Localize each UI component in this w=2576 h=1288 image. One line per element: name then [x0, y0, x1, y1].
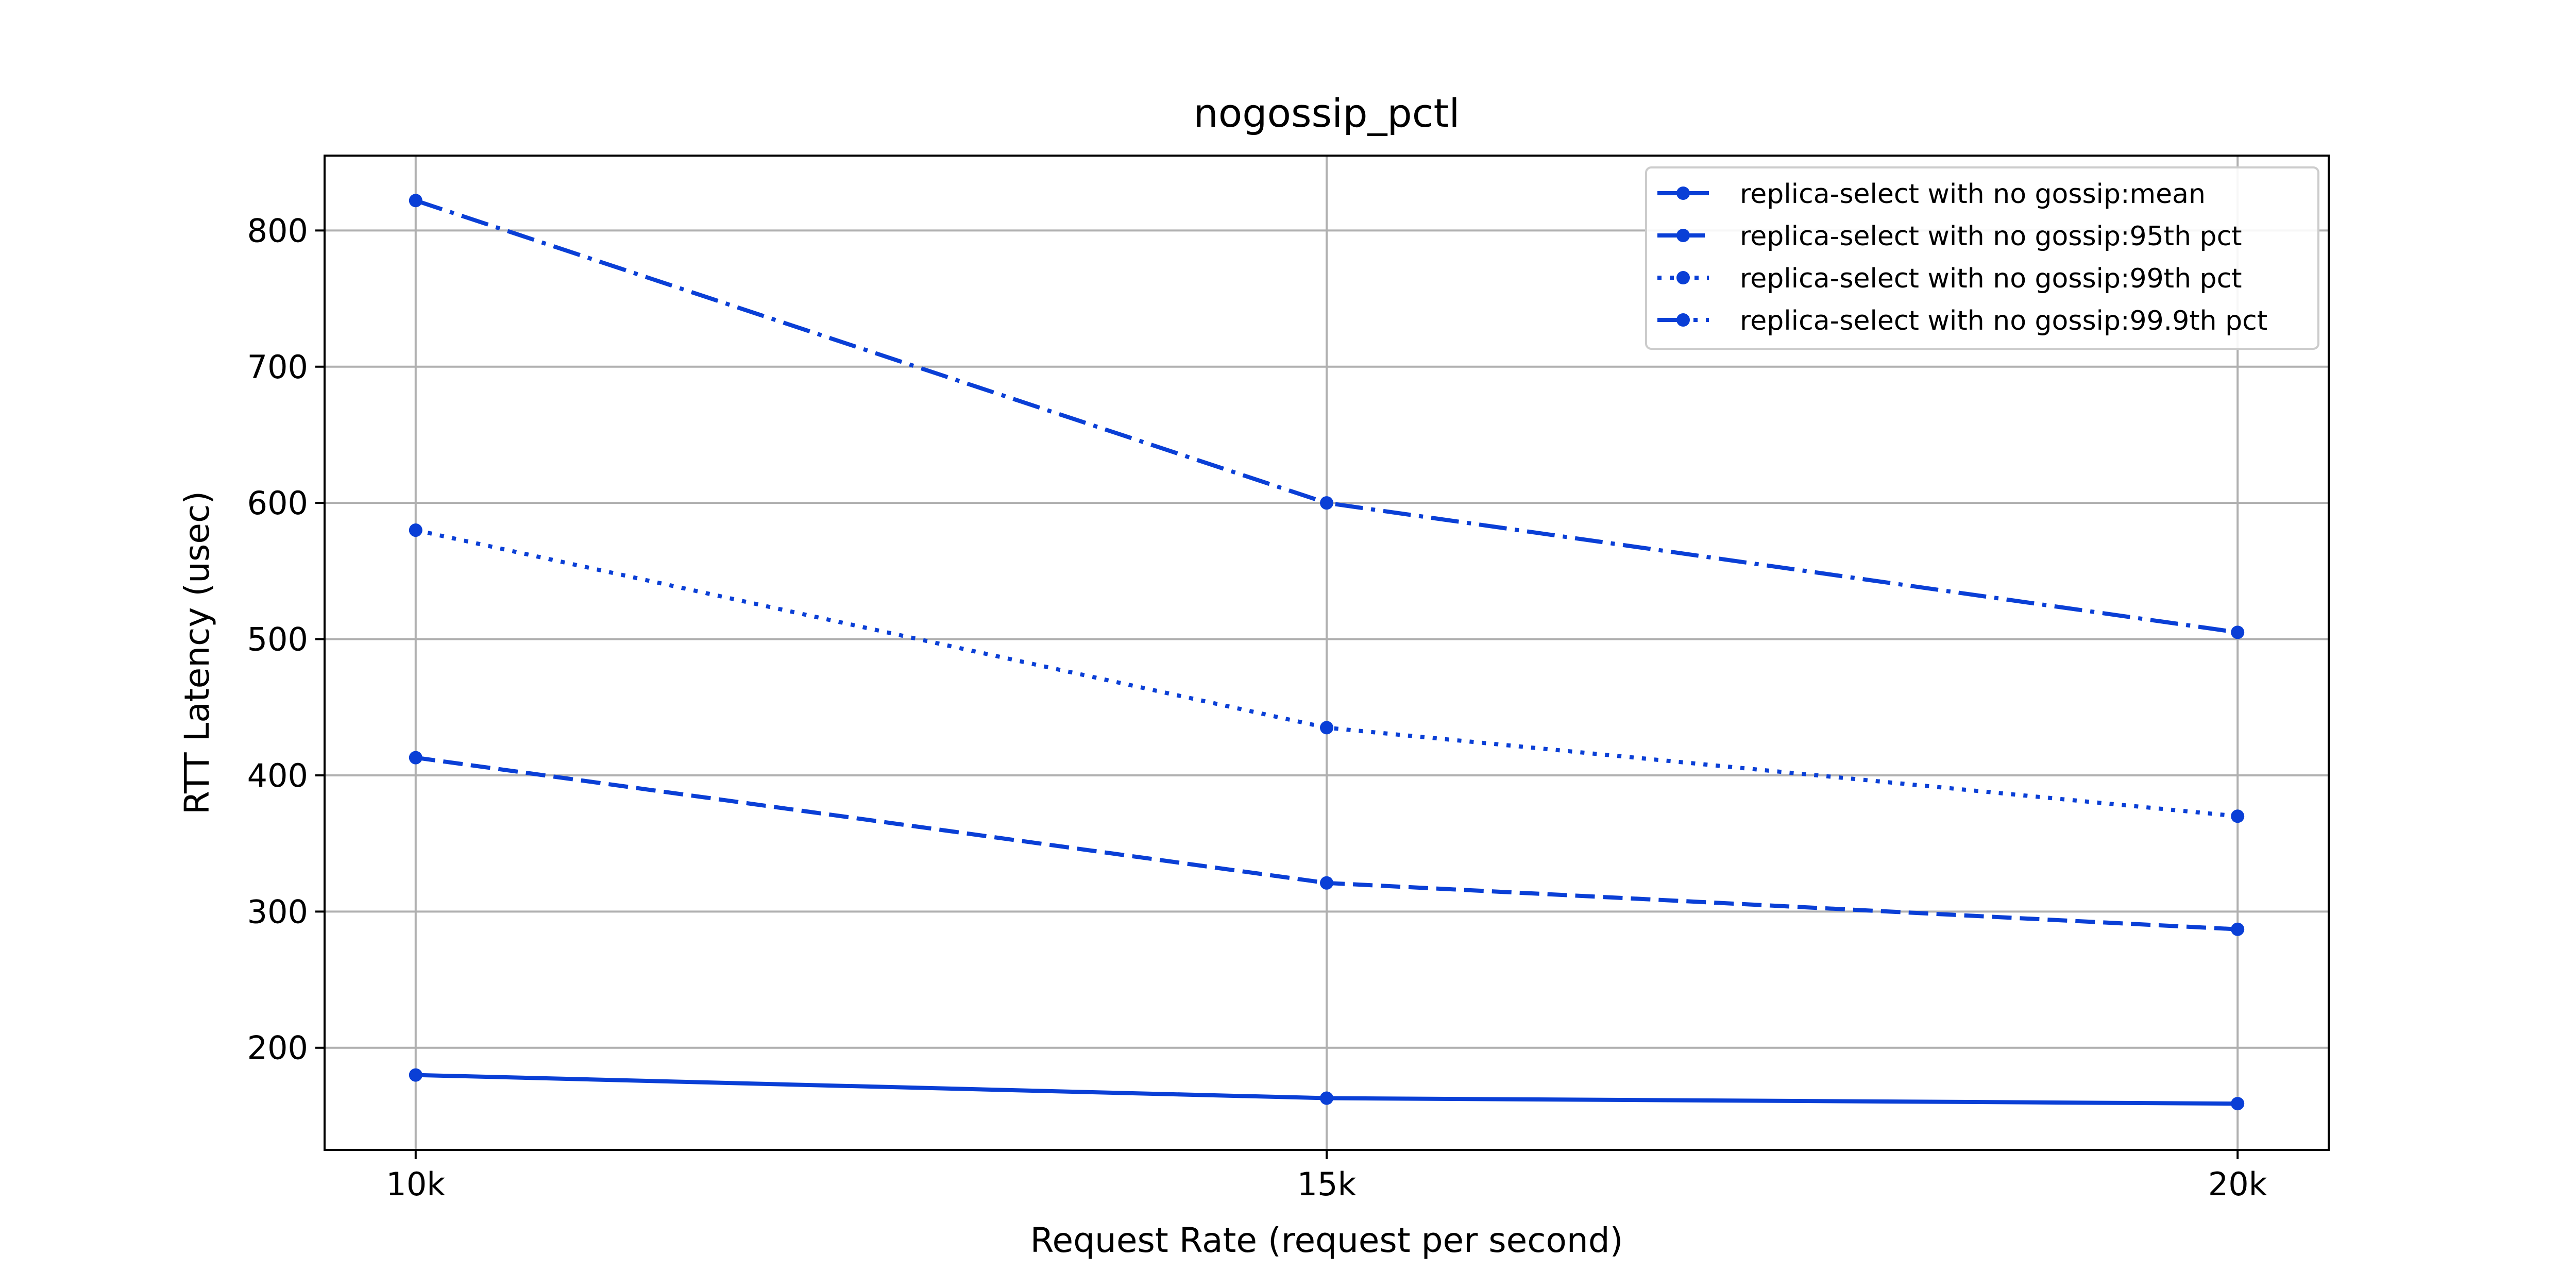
y-tick-label: 400	[247, 757, 308, 794]
x-tick-label: 20k	[2208, 1165, 2267, 1203]
legend-label-0: replica-select with no gossip:mean	[1740, 179, 2206, 210]
legend-label-1: replica-select with no gossip:95th pct	[1740, 221, 2242, 252]
series-lines	[409, 194, 2245, 1111]
legend-marker	[1676, 313, 1690, 327]
data-point	[409, 1068, 422, 1082]
y-tick-label: 300	[247, 893, 308, 930]
y-axis-label: RTT Latency (usec)	[177, 491, 217, 815]
y-tick-label: 700	[247, 348, 308, 386]
data-point	[2231, 922, 2245, 936]
y-tick-label: 200	[247, 1029, 308, 1067]
x-tick-label: 15k	[1297, 1165, 1357, 1203]
data-point	[409, 523, 422, 537]
data-point	[1320, 721, 1333, 735]
legend-box	[1645, 166, 2319, 350]
data-point	[409, 751, 422, 765]
data-point	[409, 194, 422, 208]
axis-ticks: 200 300 400 500 600 700 800 10k 15k 20k	[247, 212, 2267, 1203]
x-axis-label: Request Rate (request per second)	[1030, 1221, 1623, 1260]
data-point	[1320, 876, 1333, 890]
legend-marker	[1676, 271, 1690, 284]
y-tick-label: 600	[247, 484, 308, 522]
legend-marker	[1676, 229, 1690, 242]
legend-marker	[1676, 187, 1690, 200]
x-tick-label: 10k	[386, 1165, 445, 1203]
data-point	[1320, 496, 1333, 510]
data-point	[1320, 1091, 1333, 1105]
data-point	[2231, 1097, 2245, 1111]
y-tick-label: 800	[247, 212, 308, 249]
y-tick-label: 500	[247, 621, 308, 658]
series-line-2	[415, 528, 2238, 819]
data-point	[2231, 625, 2245, 639]
data-point	[2231, 809, 2245, 823]
chart-title: nogossip_pctl	[1194, 90, 1460, 136]
legend-label-3: replica-select with no gossip:99.9th pct	[1740, 306, 2267, 336]
legend-label-2: replica-select with no gossip:99th pct	[1740, 263, 2242, 294]
legend: replica-select with no gossip:mean replic…	[1645, 166, 2319, 350]
